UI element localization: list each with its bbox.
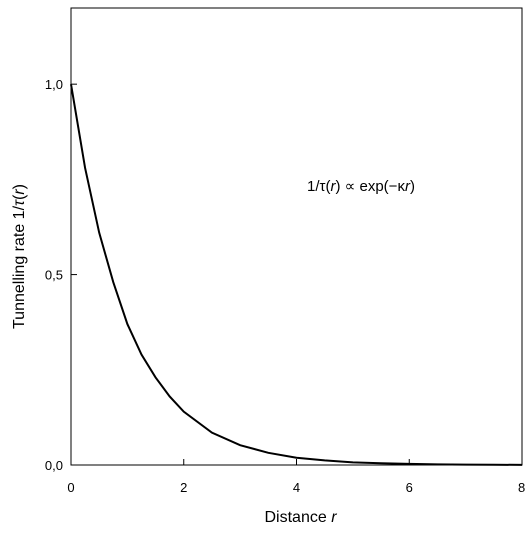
x-tick-label: 8: [518, 480, 525, 495]
x-tick-label: 0: [67, 480, 74, 495]
y-tick-label: 1,0: [45, 77, 63, 92]
axis-ticks: [70, 83, 523, 466]
series-line: [70, 84, 523, 466]
x-tick-label: 4: [293, 480, 300, 495]
formula-annotation: 1/τ(r) ∝ exp(−κr): [307, 178, 415, 195]
x-axis-label: Distance r: [264, 509, 337, 526]
x-tick-label: 6: [406, 480, 413, 495]
plot-frame: [70, 7, 523, 466]
tick-labels: 0 2 4 6 8 0,0 0,5 1,0: [45, 77, 525, 495]
y-axis-label: Tunnelling rate 1/τ(r): [11, 184, 28, 329]
x-tick-label: 2: [180, 480, 187, 495]
y-tick-label: 0,0: [45, 458, 63, 473]
y-tick-label: 0,5: [45, 268, 63, 283]
